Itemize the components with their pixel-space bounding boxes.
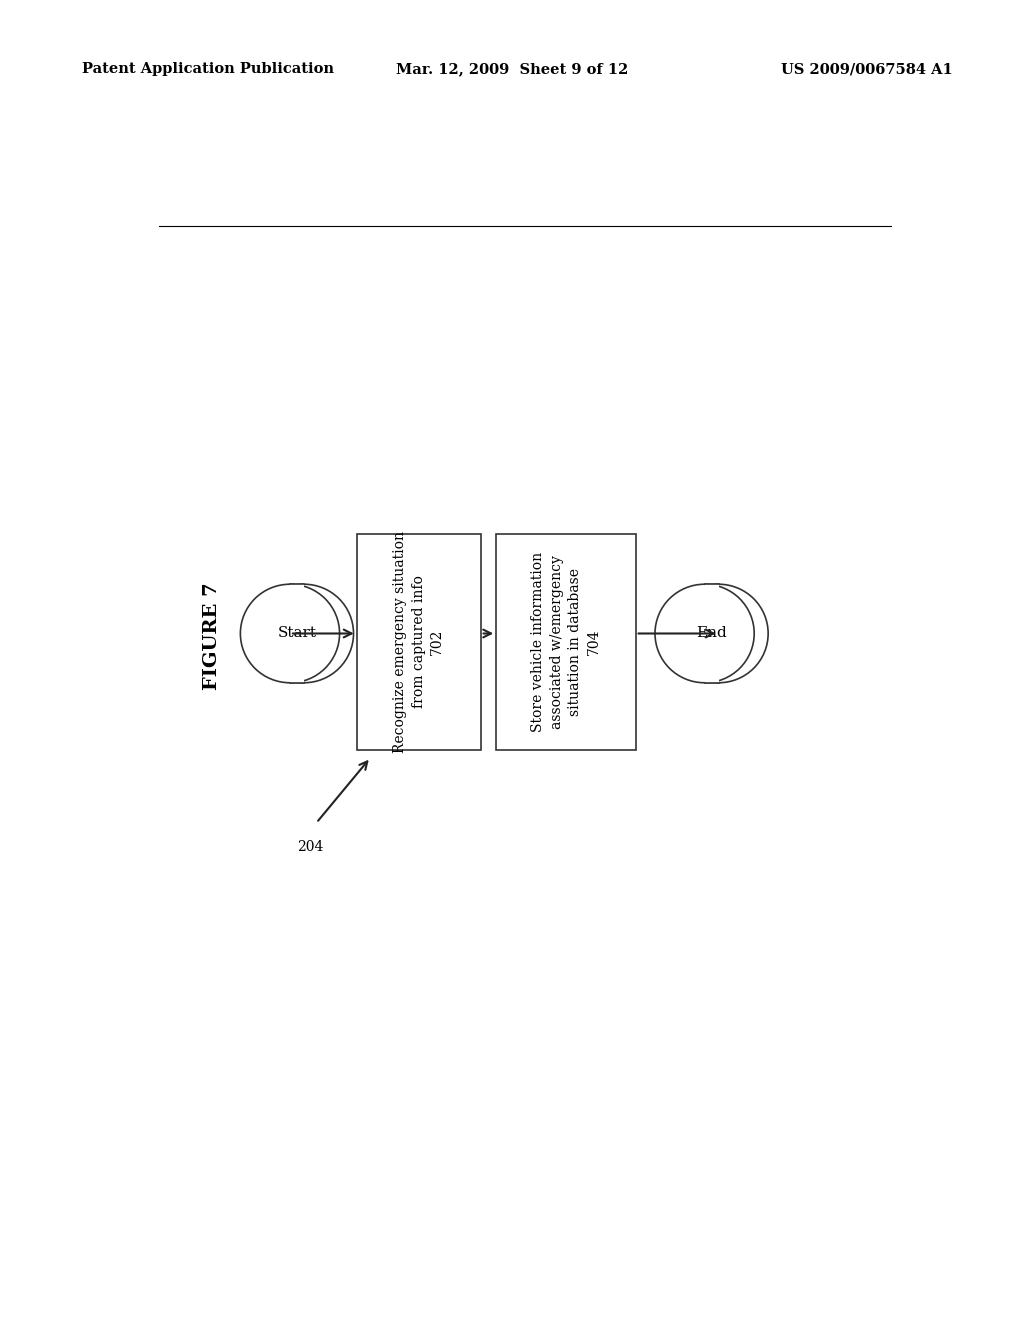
- Text: End: End: [696, 627, 727, 640]
- Text: Start: Start: [278, 627, 316, 640]
- Text: Patent Application Publication: Patent Application Publication: [82, 62, 334, 77]
- Text: Recognize emergency situation
from captured info
702: Recognize emergency situation from captu…: [393, 531, 444, 752]
- Text: FIGURE 7: FIGURE 7: [203, 582, 221, 689]
- Text: 204: 204: [297, 840, 324, 854]
- Ellipse shape: [241, 585, 340, 682]
- Bar: [705, 585, 719, 682]
- Bar: [496, 535, 636, 750]
- Ellipse shape: [254, 585, 353, 682]
- Bar: [290, 585, 304, 682]
- Text: Mar. 12, 2009  Sheet 9 of 12: Mar. 12, 2009 Sheet 9 of 12: [396, 62, 628, 77]
- Text: Store vehicle information
associated w/emergency
situation in database
704: Store vehicle information associated w/e…: [531, 552, 600, 733]
- Ellipse shape: [655, 585, 755, 682]
- Text: US 2009/0067584 A1: US 2009/0067584 A1: [780, 62, 952, 77]
- Ellipse shape: [669, 585, 768, 682]
- Bar: [356, 535, 480, 750]
